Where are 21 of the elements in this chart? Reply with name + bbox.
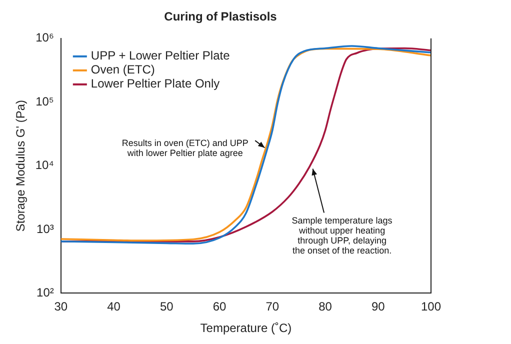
annotation: Results in oven (ETC) and UPP with lower Peltier plate agree: [122, 138, 248, 158]
y-tick-label: 10²: [36, 286, 54, 300]
legend-label: Lower Peltier Plate Only: [90, 76, 220, 91]
y-tick-label: 10⁵: [36, 94, 54, 108]
x-tick-label: 30: [54, 300, 68, 314]
y-axis-title: Storage Modulus G' (Pa): [14, 100, 28, 232]
x-tick-label: 90: [371, 300, 386, 314]
x-tick-label: 100: [420, 300, 442, 314]
x-tick-label: 70: [266, 300, 280, 314]
legend-label: UPP + Lower Peltier Plate: [90, 48, 230, 63]
y-tick-label: 10³: [36, 222, 54, 236]
x-axis-title: Temperature (˚C): [200, 321, 292, 336]
legend-label: Oven (ETC): [90, 62, 155, 77]
x-tick-label: 50: [160, 300, 174, 314]
x-tick-label: 80: [318, 300, 332, 314]
y-tick-label: 10⁴: [35, 158, 54, 172]
y-tick-label: 10⁶: [36, 30, 54, 45]
x-tick-label: 60: [212, 300, 227, 314]
chart-title: Curing of Plastisols: [164, 10, 278, 24]
x-tick-label: 40: [107, 300, 121, 314]
annotation: Sample temperature lags without upper heating through UPP, delaying the onset of the reaction.: [292, 215, 393, 256]
